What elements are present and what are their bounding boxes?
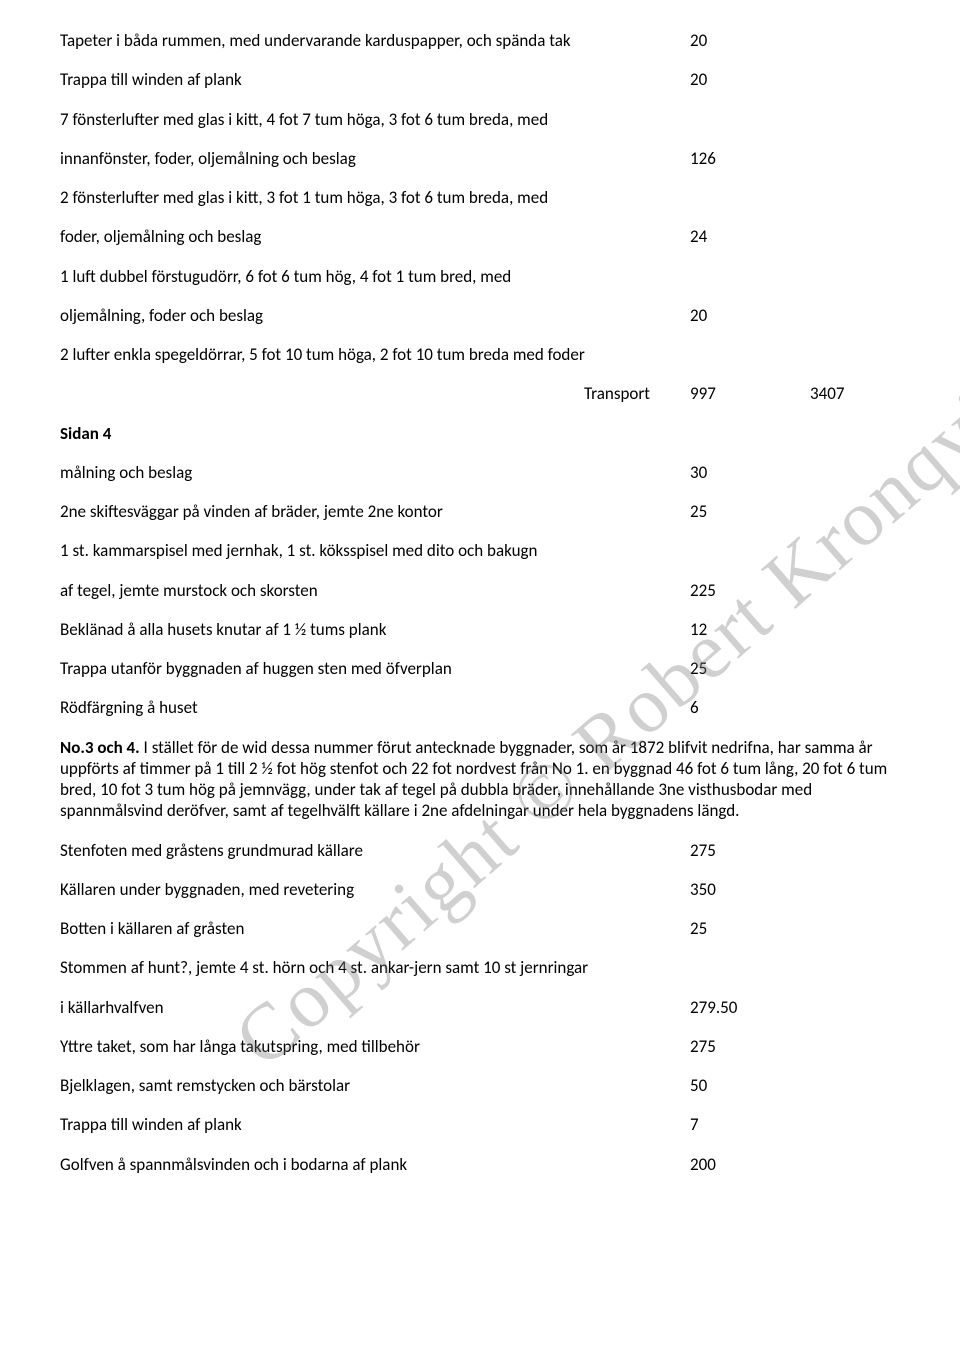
rows_top-num: 20 bbox=[690, 69, 810, 90]
rows_mid-text: Beklänad å alla husets knutar af 1 ½ tum… bbox=[60, 619, 690, 640]
rows_bottom-text: Stommen af hunt?, jemte 4 st. hörn och 4… bbox=[60, 957, 690, 978]
rows_mid-row: Trappa utanför byggnaden af huggen sten … bbox=[60, 658, 910, 679]
rows_mid-num: 12 bbox=[690, 619, 810, 640]
rows_mid-text: af tegel, jemte murstock och skorsten bbox=[60, 580, 690, 601]
rows_bottom-row: Källaren under byggnaden, med revetering… bbox=[60, 879, 910, 900]
rows_bottom-text: Bjelklagen, samt remstycken och bärstola… bbox=[60, 1075, 690, 1096]
rows_bottom-num: 279.50 bbox=[690, 997, 810, 1018]
rows_bottom-row: Bjelklagen, samt remstycken och bärstola… bbox=[60, 1075, 910, 1096]
rows_bottom-num: 50 bbox=[690, 1075, 810, 1096]
rows_mid-row: Beklänad å alla husets knutar af 1 ½ tum… bbox=[60, 619, 910, 640]
rows_top-text: 7 fönsterlufter med glas i kitt, 4 fot 7… bbox=[60, 109, 690, 130]
paragraph-lead: No.3 och 4. bbox=[60, 737, 140, 758]
rows_mid-num: 25 bbox=[690, 501, 810, 522]
rows_bottom-num: 7 bbox=[690, 1114, 810, 1135]
rows_mid-row: 1 st. kammarspisel med jernhak, 1 st. kö… bbox=[60, 540, 910, 561]
rows_top-text: Tapeter i båda rummen, med undervarande … bbox=[60, 30, 690, 51]
rows_top-num: 24 bbox=[690, 226, 810, 247]
rows_bottom-row: i källarhvalfven279.50 bbox=[60, 997, 910, 1018]
transport-label: Transport bbox=[60, 383, 690, 404]
rows_top-text: Trappa till winden af plank bbox=[60, 69, 690, 90]
rows_top-num: 126 bbox=[690, 148, 810, 169]
rows_top-row: foder, oljemålning och beslag24 bbox=[60, 226, 910, 247]
rows_bottom-text: Botten i källaren af gråsten bbox=[60, 918, 690, 939]
rows_mid-row: Rödfärgning å huset6 bbox=[60, 697, 910, 718]
transport-n2: 3407 bbox=[810, 383, 910, 404]
rows_top-text: 2 lufter enkla spegeldörrar, 5 fot 10 tu… bbox=[60, 344, 690, 365]
rows_top-text: 1 luft dubbel förstugudörr, 6 fot 6 tum … bbox=[60, 266, 690, 287]
rows_bottom-row: Stenfoten med gråstens grundmurad källar… bbox=[60, 840, 910, 861]
rows_bottom-row: Botten i källaren af gråsten25 bbox=[60, 918, 910, 939]
rows_bottom-num: 350 bbox=[690, 879, 810, 900]
rows_top-row: Trappa till winden af plank20 bbox=[60, 69, 910, 90]
rows_top-row: Tapeter i båda rummen, med undervarande … bbox=[60, 30, 910, 51]
rows_mid-num: 25 bbox=[690, 658, 810, 679]
rows_mid-text: 2ne skiftesväggar på vinden af bräder, j… bbox=[60, 501, 690, 522]
rows_top-text: innanfönster, foder, oljemålning och bes… bbox=[60, 148, 690, 169]
rows_top-row: 2 lufter enkla spegeldörrar, 5 fot 10 tu… bbox=[60, 344, 910, 365]
rows_top-row: 7 fönsterlufter med glas i kitt, 4 fot 7… bbox=[60, 109, 910, 130]
rows_bottom-row: Trappa till winden af plank7 bbox=[60, 1114, 910, 1135]
rows_bottom-num: 275 bbox=[690, 1036, 810, 1057]
rows_bottom-num: 275 bbox=[690, 840, 810, 861]
rows_top-text: 2 fönsterlufter med glas i kitt, 3 fot 1… bbox=[60, 187, 690, 208]
rows_top-text: oljemålning, foder och beslag bbox=[60, 305, 690, 326]
transport-row: Transport 997 3407 bbox=[60, 383, 910, 404]
rows_mid-row: målning och beslag30 bbox=[60, 462, 910, 483]
rows_mid-text: 1 st. kammarspisel med jernhak, 1 st. kö… bbox=[60, 540, 690, 561]
rows_bottom-text: Yttre taket, som har långa takutspring, … bbox=[60, 1036, 690, 1057]
rows_mid-num: 225 bbox=[690, 580, 810, 601]
rows_top-row: oljemålning, foder och beslag20 bbox=[60, 305, 910, 326]
rows_top-text: foder, oljemålning och beslag bbox=[60, 226, 690, 247]
rows_mid-row: 2ne skiftesväggar på vinden af bräder, j… bbox=[60, 501, 910, 522]
rows_bottom-row: Golfven å spannmålsvinden och i bodarna … bbox=[60, 1154, 910, 1175]
rows_bottom-text: Golfven å spannmålsvinden och i bodarna … bbox=[60, 1154, 690, 1175]
rows_top-row: innanfönster, foder, oljemålning och bes… bbox=[60, 148, 910, 169]
rows_top-row: 1 luft dubbel förstugudörr, 6 fot 6 tum … bbox=[60, 266, 910, 287]
paragraph-body: I stället för de wid dessa nummer förut … bbox=[60, 737, 887, 822]
rows_bottom-text: Källaren under byggnaden, med revetering bbox=[60, 879, 690, 900]
rows_mid-text: Trappa utanför byggnaden af huggen sten … bbox=[60, 658, 690, 679]
rows_bottom-row: Yttre taket, som har långa takutspring, … bbox=[60, 1036, 910, 1057]
rows_mid-num: 6 bbox=[690, 697, 810, 718]
transport-n1: 997 bbox=[690, 383, 810, 404]
rows_top-row: 2 fönsterlufter med glas i kitt, 3 fot 1… bbox=[60, 187, 910, 208]
paragraph-no3-4: No.3 och 4. I stället för de wid dessa n… bbox=[60, 737, 910, 822]
rows_bottom-text: i källarhvalfven bbox=[60, 997, 690, 1018]
rows_top-num: 20 bbox=[690, 30, 810, 51]
rows_bottom-num: 200 bbox=[690, 1154, 810, 1175]
rows_mid-num: 30 bbox=[690, 462, 810, 483]
sidan-heading: Sidan 4 bbox=[60, 423, 910, 444]
rows_bottom-row: Stommen af hunt?, jemte 4 st. hörn och 4… bbox=[60, 957, 910, 978]
rows_mid-row: af tegel, jemte murstock och skorsten225 bbox=[60, 580, 910, 601]
rows_bottom-text: Trappa till winden af plank bbox=[60, 1114, 690, 1135]
rows_mid-text: målning och beslag bbox=[60, 462, 690, 483]
rows_bottom-text: Stenfoten med gråstens grundmurad källar… bbox=[60, 840, 690, 861]
rows_bottom-num: 25 bbox=[690, 918, 810, 939]
rows_top-num: 20 bbox=[690, 305, 810, 326]
rows_mid-text: Rödfärgning å huset bbox=[60, 697, 690, 718]
